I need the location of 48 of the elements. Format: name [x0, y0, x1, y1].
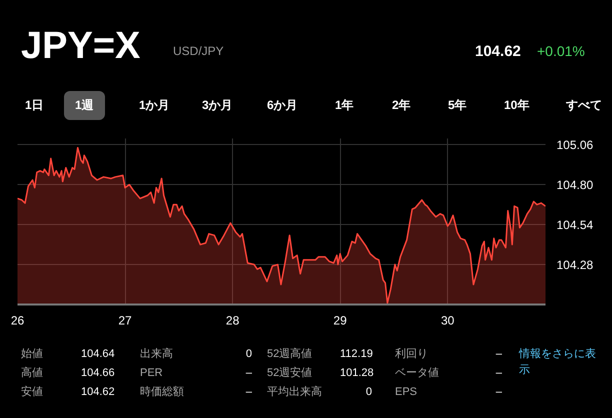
- y-tick-label: 105.06: [556, 138, 594, 152]
- text: 平均出来高: [267, 385, 322, 400]
- text: 1日: [25, 97, 44, 114]
- text: 0: [364, 385, 372, 400]
- text: 52週安値: [267, 366, 312, 381]
- text: 112.19: [340, 347, 373, 362]
- text: EPS: [395, 385, 418, 400]
- x-tick-label: 30: [440, 314, 455, 328]
- y-tick-label: 104.54: [556, 218, 594, 232]
- text: 始値: [21, 347, 43, 362]
- text: 高値: [21, 366, 43, 381]
- text: 3か月: [202, 97, 233, 114]
- x-tick-label: 26: [10, 314, 24, 328]
- text: 1か月: [139, 97, 170, 114]
- text: 5年: [448, 97, 467, 114]
- x-tick-label: 27: [118, 314, 132, 328]
- text: 52週高値: [267, 347, 312, 362]
- chart-title: JPY=X: [21, 24, 140, 69]
- text: 104.64: [81, 347, 115, 362]
- text: PER: [140, 366, 163, 381]
- text: 出来高: [140, 347, 173, 362]
- text: 安値: [21, 385, 43, 400]
- text: ベータ値: [395, 366, 439, 381]
- chart-subtitle: USD/JPY: [173, 43, 224, 60]
- text: 10年: [504, 97, 530, 114]
- text: 情報をさらに表示: [519, 347, 597, 378]
- text: +0.01%: [537, 42, 585, 61]
- text: 104.62: [475, 42, 521, 62]
- text: 101.28: [340, 366, 374, 381]
- text: 6か月: [267, 97, 298, 114]
- text: 時価総額: [140, 385, 184, 400]
- text: –: [494, 347, 502, 362]
- text: 1年: [335, 97, 354, 114]
- text: 2年: [392, 97, 411, 114]
- text: 利回り: [395, 347, 428, 362]
- text: 104.62: [81, 385, 115, 400]
- x-tick-label: 28: [226, 314, 240, 328]
- text: –: [244, 385, 252, 400]
- text: 1週: [64, 91, 105, 120]
- text: –: [494, 385, 502, 400]
- text: –: [494, 366, 502, 381]
- y-tick-label: 104.80: [556, 178, 594, 192]
- text: 104.66: [81, 366, 115, 381]
- text: 0: [244, 347, 252, 362]
- x-tick-label: 29: [333, 314, 348, 328]
- y-tick-label: 104.28: [556, 258, 594, 272]
- text: すべて: [566, 97, 602, 114]
- text: –: [244, 366, 252, 381]
